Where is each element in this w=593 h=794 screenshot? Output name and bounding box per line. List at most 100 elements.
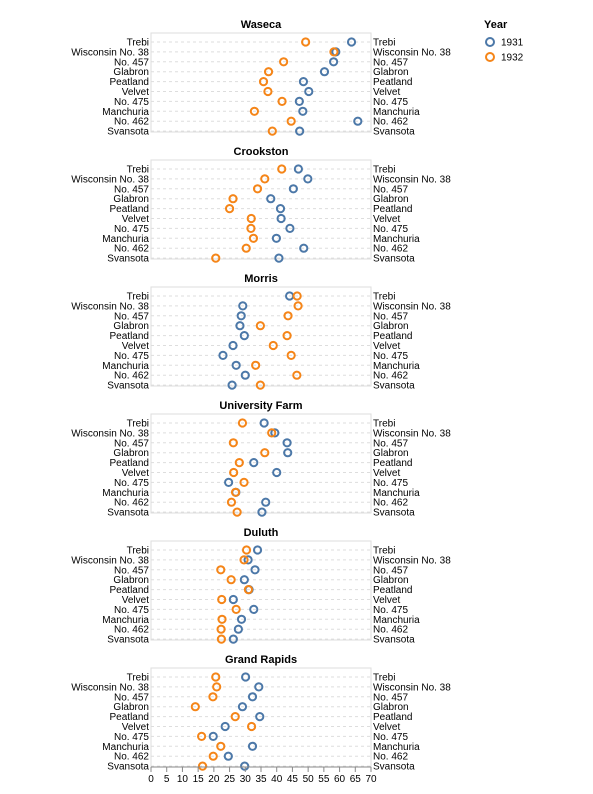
variety-label-left: Velvet <box>122 468 149 479</box>
point-1932 <box>279 57 289 67</box>
variety-label-left: Manchuria <box>102 361 149 372</box>
point-1932 <box>217 594 227 605</box>
variety-label-right: Manchuria <box>373 742 420 753</box>
point-1931 <box>240 761 250 771</box>
x-tick-label: 30 <box>240 774 252 785</box>
point-1931 <box>329 57 339 67</box>
point-1931 <box>299 243 309 253</box>
point-1931 <box>271 233 281 243</box>
point-1932 <box>243 585 254 595</box>
point-1932 <box>293 301 303 311</box>
point-1931 <box>247 692 258 702</box>
point-1932 <box>249 106 259 116</box>
panel-title: Grand Rapids <box>225 654 297 666</box>
point-1931 <box>223 751 233 761</box>
variety-label-left: Peatland <box>110 331 149 342</box>
point-1931 <box>224 477 234 487</box>
point-1931 <box>319 67 330 77</box>
variety-label-left: Wisconsin No. 38 <box>71 555 149 566</box>
x-tick-label: 70 <box>365 774 377 785</box>
variety-label-left: Velvet <box>122 595 149 606</box>
variety-label-right: Manchuria <box>373 361 420 372</box>
variety-label-left: Wisconsin No. 38 <box>71 174 149 185</box>
point-1932 <box>292 370 302 380</box>
x-tick-label: 45 <box>287 774 299 785</box>
panel-title: Morris <box>244 273 278 285</box>
variety-label-left: Svansota <box>107 381 149 392</box>
variety-label-left: Peatland <box>110 204 149 215</box>
panel-title: Duluth <box>244 527 279 539</box>
point-1931 <box>346 37 357 47</box>
point-1931 <box>270 428 280 438</box>
variety-label-right: Manchuria <box>373 107 420 118</box>
variety-label-left: Peatland <box>110 712 149 723</box>
variety-label-right: No. 475 <box>373 224 408 235</box>
variety-label-right: Peatland <box>373 585 412 596</box>
variety-label-left: No. 462 <box>114 117 149 128</box>
point-1931 <box>257 507 267 517</box>
variety-label-right: Glabron <box>373 702 409 713</box>
variety-label-right: Velvet <box>373 722 400 733</box>
point-1932 <box>231 604 241 615</box>
variety-label-right: Manchuria <box>373 615 420 626</box>
variety-label-left: Trebi <box>127 292 149 303</box>
point-1931 <box>293 164 303 174</box>
variety-label-right: Wisconsin No. 38 <box>373 174 451 185</box>
variety-label-right: Velvet <box>373 341 400 352</box>
variety-label-left: No. 475 <box>114 605 149 616</box>
variety-label-left: Peatland <box>110 458 149 469</box>
point-1932 <box>283 311 293 321</box>
point-1932 <box>260 448 270 458</box>
variety-label-right: Trebi <box>373 38 395 49</box>
variety-label-right: Peatland <box>373 77 412 88</box>
variety-label-right: Wisconsin No. 38 <box>373 428 451 439</box>
x-tick-label: 5 <box>164 774 170 785</box>
legend-symbol-1931 <box>485 37 495 47</box>
variety-label-right: No. 457 <box>373 438 408 449</box>
point-1932 <box>267 126 277 136</box>
point-1931 <box>298 77 309 87</box>
point-1931 <box>255 712 265 722</box>
point-1932 <box>211 253 221 263</box>
variety-label-left: Wisconsin No. 38 <box>71 301 149 312</box>
point-1931 <box>298 106 308 116</box>
legend-label-1931: 1931 <box>501 38 524 49</box>
variety-label-left: No. 457 <box>114 565 149 576</box>
variety-label-right: Glabron <box>373 67 409 78</box>
legend-title: Year <box>484 19 508 31</box>
variety-label-left: Velvet <box>122 87 149 98</box>
variety-label-right: Peatland <box>373 331 412 342</box>
point-1931 <box>239 331 249 341</box>
point-1931 <box>236 311 246 321</box>
point-1932 <box>252 184 263 194</box>
point-1932 <box>255 380 265 390</box>
point-1932 <box>241 243 251 253</box>
variety-label-left: No. 457 <box>114 57 149 68</box>
point-1931 <box>228 634 238 644</box>
variety-label-right: No. 462 <box>373 498 408 509</box>
point-1932 <box>226 497 237 507</box>
variety-label-right: Velvet <box>373 468 400 479</box>
point-1932 <box>234 458 244 468</box>
variety-label-left: Manchuria <box>102 488 149 499</box>
variety-label-left: No. 462 <box>114 244 149 255</box>
point-1932 <box>263 86 273 97</box>
variety-label-right: Svansota <box>373 381 415 392</box>
point-1932 <box>208 751 218 761</box>
variety-label-right: Wisconsin No. 38 <box>373 682 451 693</box>
x-tick-label: 10 <box>177 774 189 785</box>
variety-label-left: Glabron <box>113 702 149 713</box>
variety-label-right: No. 462 <box>373 625 408 636</box>
variety-label-left: No. 457 <box>114 692 149 703</box>
variety-label-right: No. 462 <box>373 117 408 128</box>
variety-label-right: Glabron <box>373 321 409 332</box>
variety-label-left: Wisconsin No. 38 <box>71 682 149 693</box>
variety-label-right: Wisconsin No. 38 <box>373 47 451 58</box>
variety-label-left: No. 475 <box>114 97 149 108</box>
variety-label-right: No. 457 <box>373 57 408 68</box>
point-1931 <box>261 497 271 507</box>
variety-label-left: Velvet <box>122 722 149 733</box>
point-1931 <box>235 321 245 331</box>
